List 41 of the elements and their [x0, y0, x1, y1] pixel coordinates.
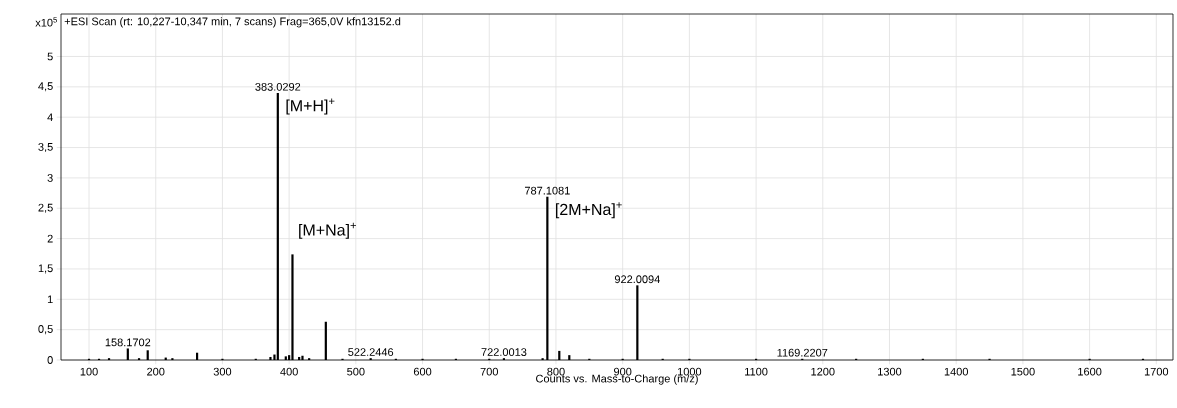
annotation: 722.0013 [481, 348, 527, 356]
y-tick-label: 4 [47, 113, 53, 121]
y-tick-label: 1,5 [38, 264, 53, 274]
x-tick-label: 1300 [878, 367, 902, 376]
annotation: 383.0292 [255, 82, 301, 91]
y-tick-label: 4,5 [38, 82, 53, 92]
x-tick-label: 300 [213, 367, 232, 376]
annotation: [M+Na]$^{+}$ [299, 222, 356, 239]
annotation: 158.1702 [105, 338, 151, 347]
x-tick-label: 200 [147, 367, 165, 376]
x-tick-label: 800 [547, 367, 565, 376]
y-tick-label: 1 [47, 295, 53, 304]
y-tick-label: 2,5 [38, 203, 53, 213]
x-tick-label: 1000 [677, 367, 702, 376]
chart-title: +ESI Scan (rt: 10,227-10,347 min, 7 scans) Frag=365,0V kfn13152.d [64, 17, 401, 28]
x-tick-label: 1500 [1011, 367, 1035, 376]
annotation: [M+H]$^{+}$ [286, 98, 335, 115]
x-tick-label: 100 [80, 367, 98, 376]
annotation: [2M+Na]$^{+}$ [556, 202, 622, 219]
annotation: 1169.2207 [777, 348, 828, 357]
x-tick-label: 500 [347, 367, 365, 376]
x-tick-label: 1700 [1144, 367, 1169, 376]
y-axis-title: x10$^{5}$ [35, 17, 57, 27]
x-tick-label: 1100 [745, 367, 768, 376]
x-tick-label: 1200 [811, 367, 835, 376]
y-tick-label: 3,5 [38, 142, 53, 153]
y-tick-label: 3 [47, 173, 53, 182]
y-tick-label: 2 [47, 234, 53, 243]
x-tick-label: 900 [614, 367, 632, 376]
annotation: 522.2446 [348, 348, 394, 356]
y-tick-label: 0 [47, 356, 53, 364]
y-tick-label: 0,5 [38, 325, 53, 335]
x-tick-label: 400 [280, 367, 298, 376]
x-tick-label: 600 [413, 367, 432, 376]
x-tick-label: 700 [480, 367, 498, 376]
annotation: 922.0094 [614, 275, 660, 284]
annotation: 787.1081 [524, 186, 570, 195]
y-tick-label: 5 [47, 52, 53, 61]
x-tick-label: 1400 [944, 367, 968, 376]
x-tick-label: 1600 [1078, 367, 1102, 376]
x-axis-title: Counts vs. Mass-to-Charge (m/z) [536, 374, 698, 385]
